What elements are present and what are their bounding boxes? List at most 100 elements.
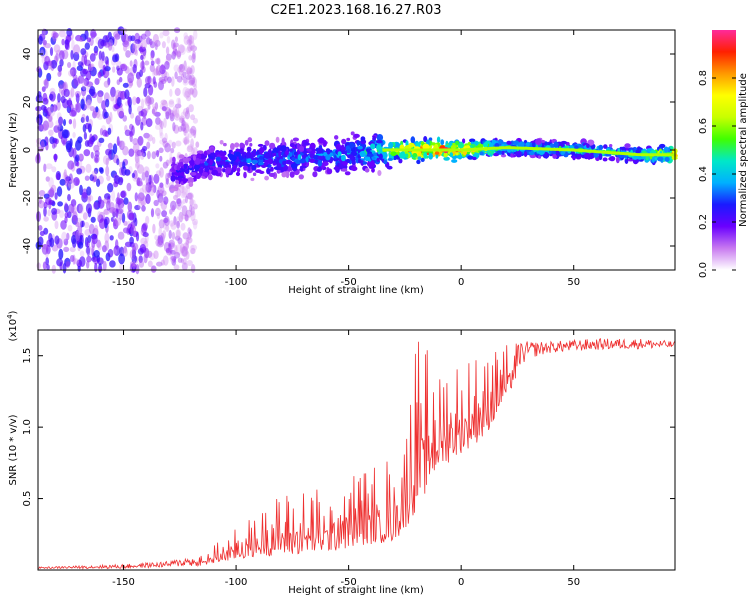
spectrogram-cell xyxy=(71,39,75,51)
spectrogram-cell xyxy=(163,196,169,205)
spectrogram-cell xyxy=(451,145,456,150)
spectrogram-cell xyxy=(55,52,59,62)
spectrogram-cell xyxy=(72,132,76,138)
spectrogram-cell xyxy=(448,142,453,146)
spectrogram-xtick-label: -50 xyxy=(340,277,356,288)
spectrogram-cell xyxy=(97,71,102,78)
spectrogram-cell xyxy=(160,259,165,266)
spectrogram-cell xyxy=(353,133,360,138)
spectrogram-cell xyxy=(43,106,48,113)
spectrogram-cell xyxy=(243,171,247,179)
spectrogram-cell xyxy=(178,64,184,70)
spectrogram-cell xyxy=(43,216,49,222)
spectrogram-cell xyxy=(88,88,95,95)
spectrogram-cell xyxy=(182,108,190,117)
spectrogram-cell xyxy=(185,195,188,204)
spectrogram-cell xyxy=(121,212,126,224)
spectrogram-cell xyxy=(180,222,186,231)
spectrogram-cell xyxy=(356,140,361,147)
spectrogram-cell xyxy=(346,149,351,154)
spectrogram-cell xyxy=(77,265,81,272)
spectrogram-cell xyxy=(103,80,110,88)
spectrogram-cell xyxy=(190,244,198,251)
spectrogram-cell xyxy=(172,256,176,263)
spectrogram-cell xyxy=(79,256,86,267)
spectrogram-cell xyxy=(301,154,307,159)
spectrogram-cell xyxy=(105,157,109,167)
spectrogram-cell xyxy=(42,92,48,102)
spectrogram-cell xyxy=(183,242,189,251)
spectrogram-cell xyxy=(292,137,299,142)
spectrogram-cell xyxy=(152,136,156,145)
spectrogram-cell xyxy=(77,61,84,67)
spectrogram-cell xyxy=(116,158,120,166)
spectrogram-cell xyxy=(158,119,163,128)
spectrogram-cell xyxy=(377,170,382,176)
spectrogram-cell xyxy=(89,106,95,112)
spectrogram-cell xyxy=(73,177,80,186)
spectrogram-cell xyxy=(169,88,173,97)
spectrogram-cell xyxy=(69,109,77,117)
spectrogram-cell xyxy=(187,34,195,45)
spectrogram-cell xyxy=(256,149,260,155)
spectrogram-cell xyxy=(154,39,161,47)
spectrogram-cell xyxy=(135,97,141,104)
spectrogram-cell xyxy=(185,239,190,250)
spectrogram-cell xyxy=(105,98,110,108)
spectrogram-cell xyxy=(57,124,64,132)
snr-axes: -150 -100 -50 0 50 0.5 1.0 1.5 xyxy=(22,330,675,588)
spectrogram-cell xyxy=(143,132,150,139)
spectrogram-cell xyxy=(186,177,194,184)
spectrogram-cell xyxy=(185,131,189,141)
spectrogram-cell xyxy=(95,106,99,113)
spectrogram-cell xyxy=(312,171,318,178)
spectrogram-cell xyxy=(338,163,344,170)
spectrogram-cell xyxy=(94,150,100,158)
spectrogram-cell xyxy=(410,136,416,144)
spectrogram-cell xyxy=(98,137,105,143)
spectrogram-cell xyxy=(181,168,186,172)
spectrogram-cell xyxy=(140,121,144,131)
spectrogram-cell xyxy=(181,187,187,197)
spectrogram-cell xyxy=(605,153,611,157)
spectrogram-cell xyxy=(190,77,195,85)
colorbar-ticks: 0.0 0.2 0.4 0.6 0.8 xyxy=(698,70,736,278)
spectrogram-cell xyxy=(138,46,146,53)
spectrogram-cell xyxy=(180,63,185,75)
spectrogram-cell xyxy=(54,235,60,245)
spectrogram-cell xyxy=(398,158,403,164)
spectrogram-cell xyxy=(298,174,304,180)
spectrogram-cell xyxy=(247,158,252,163)
spectrogram-cell xyxy=(124,129,131,137)
spectrogram-cell xyxy=(123,34,130,46)
spectrogram-cell xyxy=(145,215,150,225)
spectrogram-cell xyxy=(334,135,339,140)
spectrogram-cell xyxy=(155,207,161,217)
spectrogram-cell xyxy=(487,150,491,156)
spectrogram-cell xyxy=(428,137,433,141)
spectrogram-cell xyxy=(107,127,112,135)
spectrogram-cell xyxy=(38,35,43,45)
spectrogram-cell xyxy=(298,145,305,152)
spectrogram-cell xyxy=(58,80,65,89)
spectrogram-cell xyxy=(91,247,95,256)
spectrogram-cell xyxy=(137,135,144,146)
spectrogram-cell xyxy=(169,151,173,163)
spectrogram-cell xyxy=(259,170,265,174)
spectrogram-cell xyxy=(84,59,91,67)
spectrogram-cell xyxy=(152,223,156,234)
spectrogram-cell xyxy=(123,197,129,205)
spectrogram-cell xyxy=(144,83,151,89)
spectrogram-cell xyxy=(48,115,53,122)
spectrogram-cell xyxy=(285,150,289,156)
spectrogram-cell xyxy=(170,188,178,192)
spectrogram-cell xyxy=(376,157,380,162)
spectrogram-cell xyxy=(120,190,126,198)
spectrogram-cell xyxy=(165,247,170,254)
spectrogram-cell xyxy=(510,153,514,158)
spectrogram-cell xyxy=(42,120,50,131)
spectrogram-cell xyxy=(243,165,248,171)
spectrogram-cell xyxy=(150,208,155,218)
spectrogram-cell xyxy=(187,144,194,151)
spectrogram-cell xyxy=(169,254,175,263)
